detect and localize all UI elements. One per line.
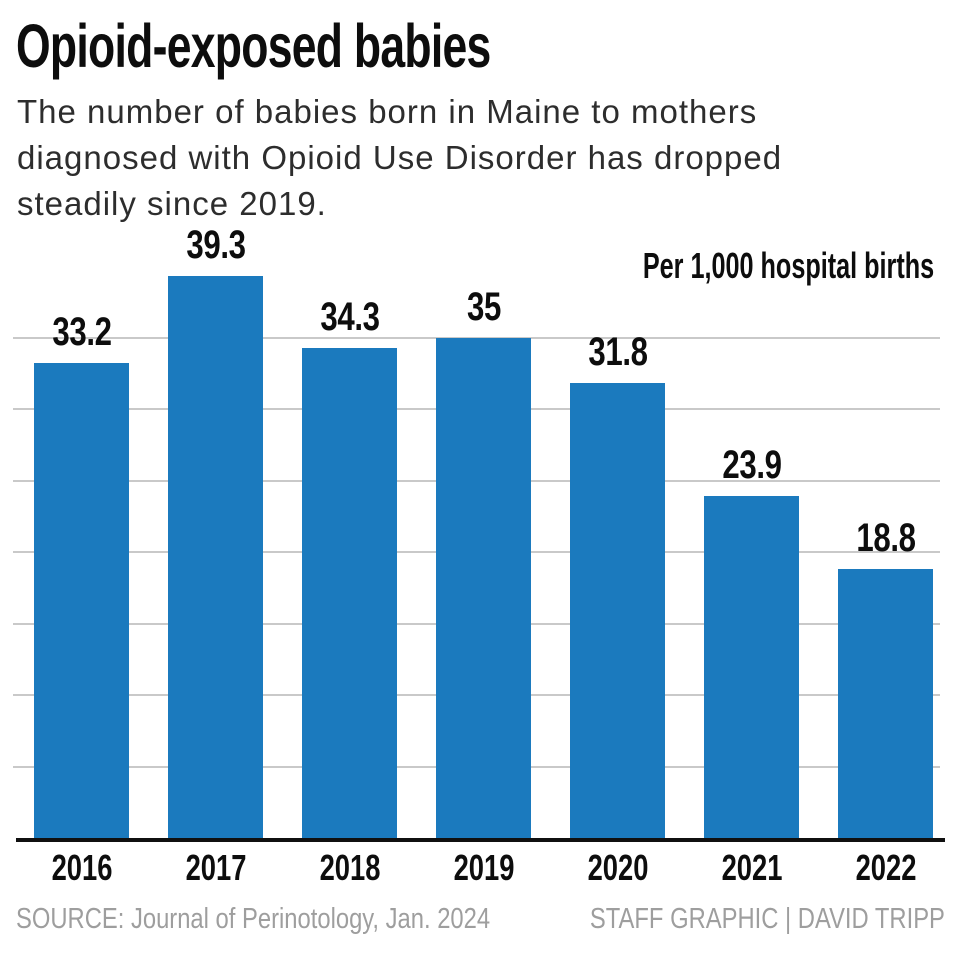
bar-2018 (302, 347, 397, 838)
bar-2022 (838, 569, 933, 838)
bar-value-label: 34.3 (319, 294, 380, 339)
x-axis-label: 2019 (453, 847, 514, 888)
x-axis-label: 2020 (587, 847, 648, 888)
x-axis-line (16, 838, 945, 842)
chart-subtitle: The number of babies born in Maine to mo… (17, 93, 783, 222)
bar-value-label: 39.3 (185, 223, 246, 267)
bar-value-label: 35 (466, 284, 501, 329)
bar-2019 (436, 337, 531, 838)
bar-value-label: 18.8 (855, 516, 916, 561)
bar-2017 (168, 276, 263, 838)
x-axis-label: 2021 (721, 847, 782, 888)
bar-value-label: 31.8 (587, 330, 648, 375)
x-axis-label: 2016 (51, 847, 112, 888)
bar-value-label: 23.9 (721, 443, 782, 488)
bar-2021 (704, 496, 799, 838)
x-axis-label: 2017 (185, 847, 246, 888)
source-note: SOURCE: Journal of Perinotology, Jan. 20… (16, 903, 491, 935)
x-axis-label: 2022 (855, 847, 916, 888)
x-axis-label: 2018 (319, 847, 380, 888)
bar-2020 (570, 383, 665, 838)
chart-title: Opioid-exposed babies (16, 12, 491, 80)
credit-note: STAFF GRAPHIC | DAVID TRIPP (590, 903, 945, 935)
bar-value-label: 33.2 (51, 310, 112, 355)
unit-label: Per 1,000 hospital births (642, 245, 934, 286)
bar-2016 (34, 363, 129, 838)
